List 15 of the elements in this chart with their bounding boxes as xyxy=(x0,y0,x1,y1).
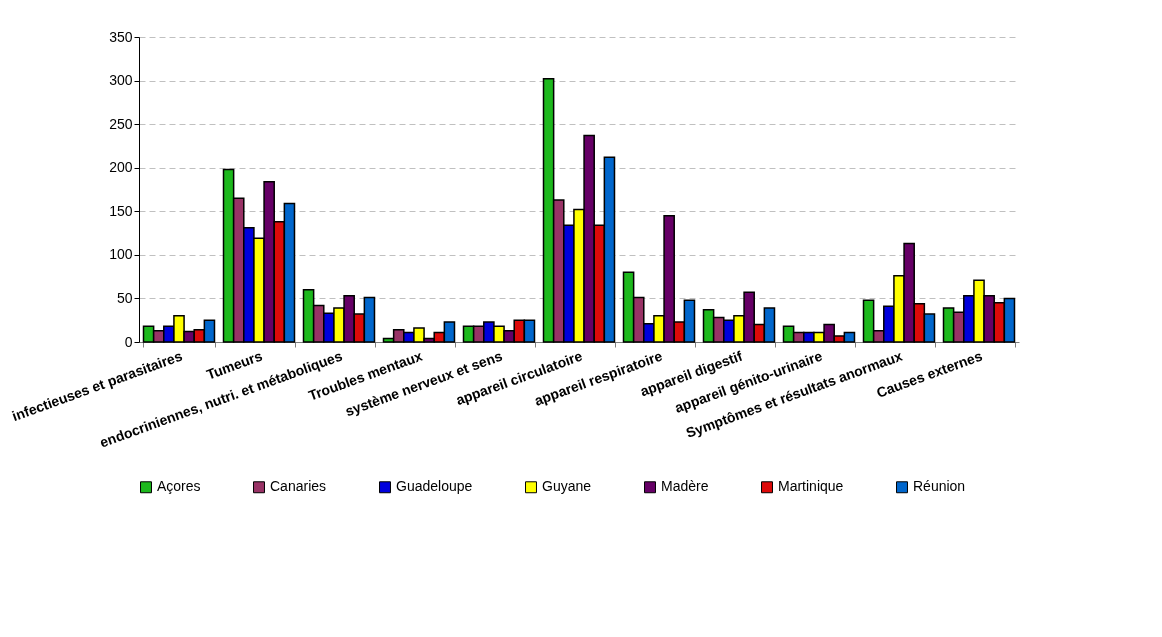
y-tick-label: 50 xyxy=(116,289,133,306)
legend-label: Açores xyxy=(157,478,201,495)
y-tick-label: 300 xyxy=(109,72,133,89)
legend-label: Guadeloupe xyxy=(396,478,473,495)
y-tick-label: 0 xyxy=(124,333,133,350)
y-tick-label: 200 xyxy=(109,159,133,176)
y-tick-label: 350 xyxy=(109,28,133,45)
y-tick-label: 150 xyxy=(109,202,133,219)
legend-label: Réunion xyxy=(913,478,966,495)
legend-label: Canaries xyxy=(270,478,327,495)
legend-label: Guyane xyxy=(542,478,592,495)
y-tick-label: 250 xyxy=(109,115,133,132)
y-tick-label: 100 xyxy=(109,246,133,263)
legend-label: Madère xyxy=(661,478,709,495)
legend-label: Martinique xyxy=(778,478,844,495)
